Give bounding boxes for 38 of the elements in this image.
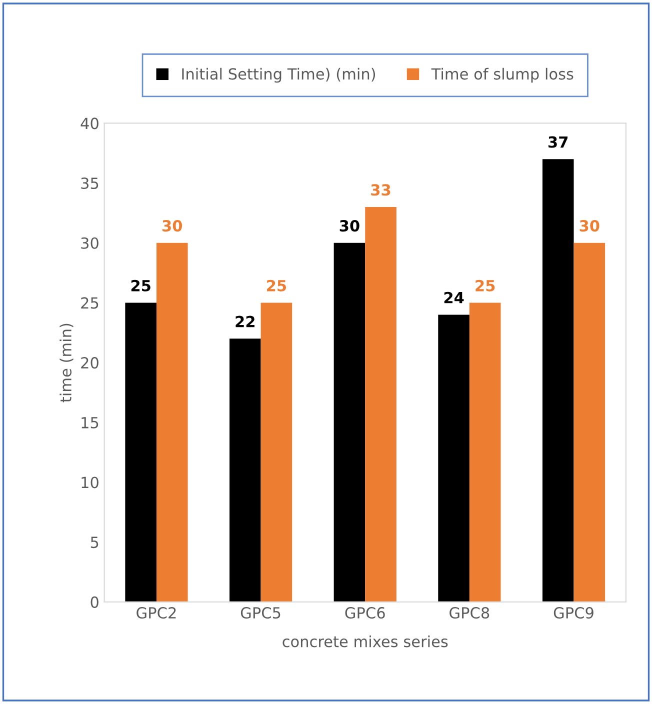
bar bbox=[365, 206, 396, 602]
x-tick-label: GPC8 bbox=[450, 607, 490, 619]
data-label: 30 bbox=[162, 220, 182, 232]
y-tick-label: 15 bbox=[82, 417, 98, 428]
data-label: 33 bbox=[371, 184, 390, 196]
y-tick-label: 25 bbox=[81, 297, 98, 309]
x-tick-label: GPC9 bbox=[554, 607, 594, 619]
data-label: 30 bbox=[580, 220, 600, 232]
data-label: 25 bbox=[267, 280, 286, 292]
y-tick-label: 5 bbox=[90, 536, 98, 548]
bar bbox=[542, 159, 574, 602]
data-label: 30 bbox=[340, 220, 360, 232]
x-axis-title: concrete mixes series bbox=[282, 635, 448, 648]
data-label: 37 bbox=[548, 136, 568, 148]
data-label: 25 bbox=[476, 280, 495, 292]
data-label: 24 bbox=[444, 292, 464, 304]
y-tick-label: 0 bbox=[90, 596, 98, 608]
y-tick-label: 40 bbox=[80, 118, 98, 130]
y-tick-label: 10 bbox=[82, 476, 98, 488]
bar bbox=[125, 302, 156, 602]
x-tick-label: GPC5 bbox=[240, 607, 280, 619]
y-tick-label: 35 bbox=[81, 178, 98, 190]
legend-label: Time of slump loss bbox=[431, 68, 574, 83]
bar bbox=[574, 242, 606, 602]
bar bbox=[438, 314, 470, 602]
x-tick-label: GPC6 bbox=[345, 607, 385, 619]
data-label: 25 bbox=[131, 280, 150, 292]
legend-label: Initial Setting Time) (min) bbox=[182, 68, 376, 83]
y-axis-title: time (min) bbox=[60, 324, 74, 402]
x-tick-label: GPC2 bbox=[136, 607, 176, 619]
bar bbox=[334, 242, 366, 602]
y-tick-label: 20 bbox=[81, 357, 98, 369]
y-tick-label: 30 bbox=[81, 237, 98, 249]
bar bbox=[230, 338, 261, 602]
bar bbox=[260, 302, 292, 602]
data-label: 22 bbox=[236, 316, 254, 328]
bar bbox=[156, 242, 188, 602]
bar bbox=[469, 302, 501, 602]
